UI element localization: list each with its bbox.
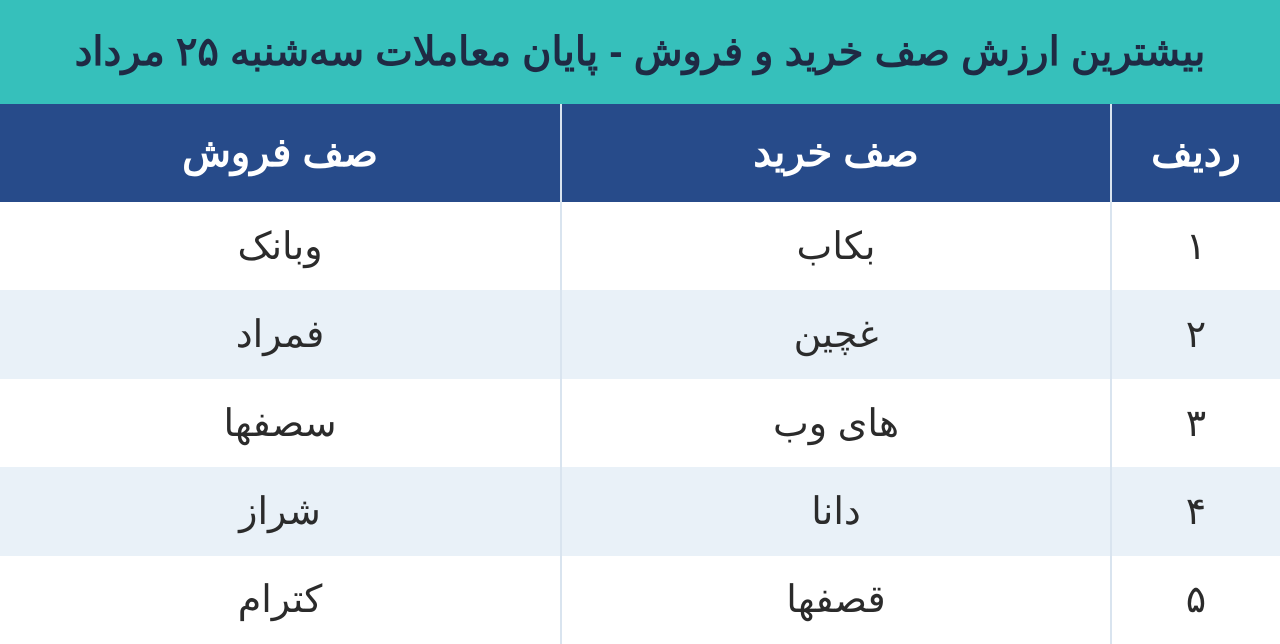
queue-value-table: بیشترین ارزش صف خرید و فروش - پایان معام… xyxy=(0,0,1280,644)
cell-sell: شراز xyxy=(0,467,560,555)
cell-buy: بکاب xyxy=(560,202,1110,290)
cell-sell: وبانک xyxy=(0,202,560,290)
cell-sell: فمراد xyxy=(0,290,560,378)
cell-rank: ۳ xyxy=(1110,379,1280,467)
cell-rank: ۲ xyxy=(1110,290,1280,378)
cell-buy: غچین xyxy=(560,290,1110,378)
table-row: ۲ غچین فمراد xyxy=(0,290,1280,378)
cell-rank: ۴ xyxy=(1110,467,1280,555)
cell-rank: ۱ xyxy=(1110,202,1280,290)
cell-rank: ۵ xyxy=(1110,556,1280,644)
table-row: ۵ قصفها کترام xyxy=(0,556,1280,644)
table-row: ۱ بکاب وبانک xyxy=(0,202,1280,290)
header-buy-queue: صف خرید xyxy=(560,104,1110,202)
table-title: بیشترین ارزش صف خرید و فروش - پایان معام… xyxy=(0,0,1280,104)
header-sell-queue: صف فروش xyxy=(0,104,560,202)
header-rank: ردیف xyxy=(1110,104,1280,202)
cell-sell: کترام xyxy=(0,556,560,644)
cell-sell: سصفها xyxy=(0,379,560,467)
table-row: ۳ های وب سصفها xyxy=(0,379,1280,467)
table-row: ۴ دانا شراز xyxy=(0,467,1280,555)
table-body: ۱ بکاب وبانک ۲ غچین فمراد ۳ های وب سصفها… xyxy=(0,202,1280,644)
cell-buy: قصفها xyxy=(560,556,1110,644)
cell-buy: دانا xyxy=(560,467,1110,555)
cell-buy: های وب xyxy=(560,379,1110,467)
table-header-row: ردیف صف خرید صف فروش xyxy=(0,104,1280,202)
